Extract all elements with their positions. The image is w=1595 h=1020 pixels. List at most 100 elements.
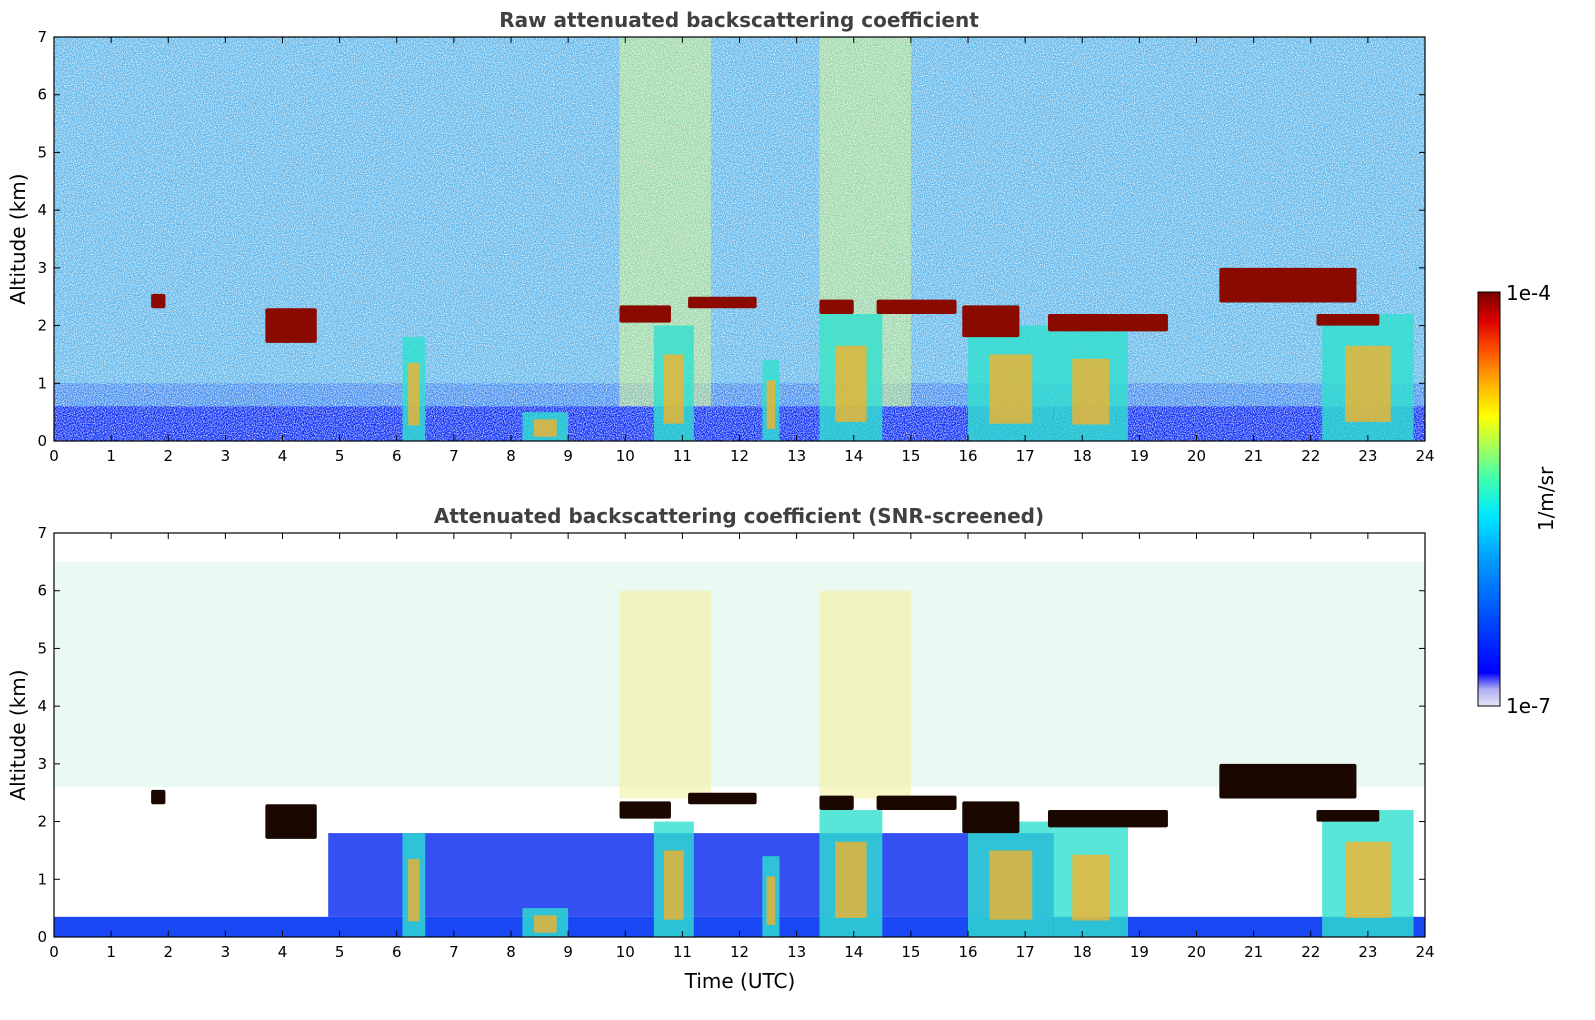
x-tick-label: 3 [221,447,231,465]
x-tick-label: 4 [278,447,288,465]
y-tick-label: 4 [37,201,47,219]
x-tick-label: 1 [106,943,116,961]
x-tick-label: 9 [563,447,573,465]
cloud-layer [619,305,671,323]
x-tick-label: 16 [958,447,977,465]
sparse-signal [54,561,1425,787]
cloud-layer [962,801,1020,834]
x-tick-label: 11 [673,943,692,961]
x-tick-label: 6 [392,447,402,465]
precipitation-core [1072,854,1110,921]
x-tick-label: 10 [616,943,635,961]
y-tick-label: 3 [37,755,47,773]
snr-screened-panel: Attenuated backscattering coefficient (S… [6,504,1435,993]
colorbar-min-label: 1e-7 [1506,694,1551,718]
x-tick-label: 24 [1415,943,1434,961]
x-tick-label: 21 [1244,447,1263,465]
x-axis-ticks: 0 1 2 3 4 5 6 7 8 9 10 11 12 13 14 15 16 17 18 19 20 21 22 23 24 [49,533,1435,961]
x-tick-label: 9 [563,943,573,961]
cloud-layer [1219,267,1357,303]
cloud-layer [1047,810,1168,828]
precipitation-core [408,363,420,426]
x-tick-label: 22 [1301,943,1320,961]
x-tick-label: 1 [106,447,116,465]
precipitation-core [989,850,1033,920]
precipitation-core [408,859,420,922]
x-axis-label: Time (UTC) [684,969,796,993]
x-tick-label: 20 [1187,943,1206,961]
precipitation-core [766,380,776,429]
y-tick-label: 5 [37,143,47,161]
sparse-signal [619,590,711,799]
cloud-layer [819,299,854,315]
x-tick-label: 12 [730,943,749,961]
cloud-layer [265,804,317,839]
x-tick-label: 14 [844,943,863,961]
x-tick-label: 14 [844,447,863,465]
colorbar: 1e-4 1e-7 1/m/sr [1477,281,1558,718]
x-tick-label: 13 [787,447,806,465]
precipitation-core [835,841,867,918]
x-tick-label: 7 [449,943,459,961]
x-tick-label: 15 [901,447,920,465]
cloud-layer [1219,763,1357,799]
panel-title: Raw attenuated backscattering coefficien… [499,8,979,32]
y-tick-label: 6 [37,582,47,600]
y-axis-ticks: 0 1 2 3 4 5 6 7 [37,524,1425,946]
x-tick-label: 5 [335,943,345,961]
x-tick-label: 17 [1016,943,1035,961]
cloud-layer [876,299,957,315]
cloud-layer [1047,314,1168,332]
cloud-layer [688,296,757,309]
x-tick-label: 11 [673,447,692,465]
colorbar-gradient [1477,291,1501,707]
plot-area [53,532,1426,938]
cloud-layer [151,789,166,805]
y-tick-label: 1 [37,870,47,888]
x-tick-label: 8 [506,943,516,961]
y-tick-label: 3 [37,259,47,277]
x-tick-label: 8 [506,447,516,465]
x-tick-label: 13 [787,943,806,961]
y-tick-label: 1 [37,374,47,392]
x-tick-label: 15 [901,943,920,961]
x-tick-label: 21 [1244,943,1263,961]
x-tick-label: 22 [1301,447,1320,465]
y-tick-label: 0 [37,432,47,450]
x-tick-label: 6 [392,943,402,961]
x-tick-label: 23 [1358,943,1377,961]
cloud-layer [619,801,671,819]
x-axis-ticks: 0 1 2 3 4 5 6 7 8 9 10 11 12 13 14 15 16 17 18 19 20 21 22 23 24 [49,37,1435,465]
y-axis-label: Altitude (km) [6,173,30,304]
cloud-layer [151,293,166,309]
colorbar-max-label: 1e-4 [1506,281,1551,305]
precipitation-core [1345,841,1391,918]
precipitation-core [533,419,557,437]
cloud-layer [962,305,1020,338]
x-tick-label: 3 [221,943,231,961]
precipitation-core [663,354,684,424]
x-tick-label: 20 [1187,447,1206,465]
cloud-layer [819,795,854,811]
x-tick-label: 5 [335,447,345,465]
x-tick-label: 4 [278,943,288,961]
y-tick-label: 0 [37,928,47,946]
cloud-layer [876,795,957,811]
y-tick-label: 5 [37,639,47,657]
x-tick-label: 2 [163,447,173,465]
x-tick-label: 18 [1073,447,1092,465]
x-tick-label: 23 [1358,447,1377,465]
x-tick-label: 0 [49,943,59,961]
y-tick-label: 4 [37,697,47,715]
sparse-signal [819,590,911,799]
cloud-layer [265,308,317,343]
cloud-layer [1316,314,1380,326]
precipitation-core [663,850,684,920]
x-tick-label: 2 [163,943,173,961]
panel-title: Attenuated backscattering coefficient (S… [434,504,1044,528]
y-tick-label: 2 [37,317,47,335]
x-tick-label: 0 [49,447,59,465]
cloud-layer [688,792,757,805]
cloud-layer [1316,810,1380,822]
